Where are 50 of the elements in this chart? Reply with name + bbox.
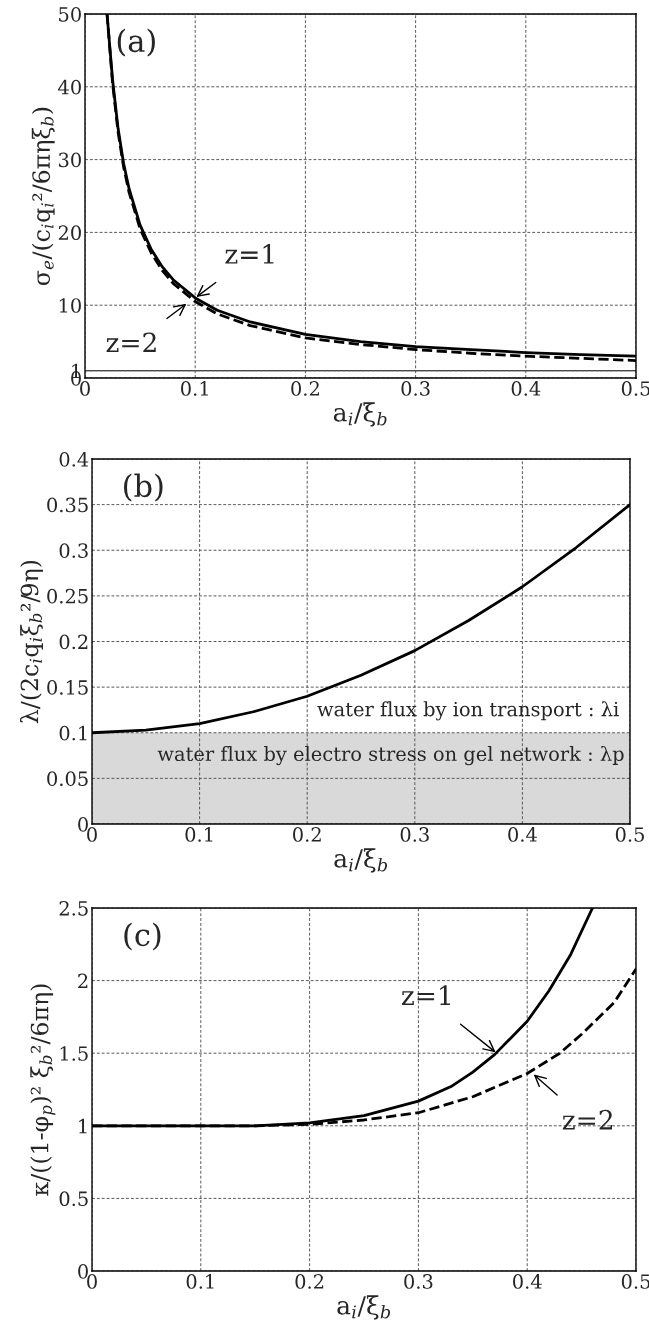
y-tick-label: 0.2: [59, 634, 88, 650]
y-tick-label: 0.4: [59, 451, 89, 467]
annotation: z=2: [562, 1109, 613, 1130]
x-tick-label: 0.4: [513, 1274, 542, 1289]
y-tick-label: 0.05: [47, 771, 88, 787]
y-tick-label: 2: [78, 973, 88, 988]
y-axis-title: λ/(2c$_{i}$q$_{i}$ξ$_{b}$²/9η): [20, 560, 43, 724]
x-tick-label: 0.5: [615, 827, 644, 842]
band-label: water flux by electro stress on gel network : λp: [157, 745, 624, 766]
y-tick-label: 40: [58, 79, 81, 95]
x-tick-label: 0.1: [185, 827, 213, 842]
x-tick-label: 0.2: [291, 381, 319, 396]
y-tick-label: 0.1: [59, 725, 87, 741]
x-axis-title: a$_{i}$/ξ$_{b}$: [333, 402, 387, 427]
x-tick-label: 0.5: [621, 381, 649, 396]
y-tick-label: 0.25: [47, 588, 88, 604]
x-tick-label: 0.1: [181, 381, 208, 396]
y-tick-label: 2.5: [59, 900, 88, 916]
chart-title: (a): [117, 28, 155, 57]
x-tick-label: 0.2: [295, 1274, 324, 1289]
y-axis-title: κ/((1-φ$_{p}$)² ξ$_{b}$²/6πη): [30, 984, 56, 1196]
text: σ$_{e}$/(c$_{i}$q$_{i}$²/6πηξ$_{b}$): [31, 107, 55, 286]
annotation: z=2: [106, 332, 156, 352]
x-tick-label: 0.3: [404, 1274, 433, 1289]
x-axis-title: a$_{i}$/ξ$_{b}$: [337, 1295, 391, 1320]
y-tick-label: 1: [79, 1118, 87, 1134]
annotation: water flux by ion transport : λi: [317, 701, 619, 721]
annotation: z=1: [225, 243, 274, 264]
x-tick-label: 0.5: [621, 1274, 649, 1289]
y-tick-label: 0.15: [47, 680, 88, 695]
y-tick-label: 20: [58, 225, 81, 241]
x-tick-label: 0.3: [400, 827, 429, 842]
x-tick-label: 0.4: [511, 381, 541, 396]
x-tick-label: 0.4: [508, 827, 537, 842]
annotation: z=1: [401, 985, 450, 1005]
chart-title: (c): [124, 922, 161, 951]
y-tick-label: 0.5: [59, 1191, 88, 1207]
x-tick-label: 0.3: [401, 381, 430, 396]
y-tick-label: 0.3: [59, 543, 88, 558]
y-tick-label: 0: [78, 1263, 88, 1279]
y-tick-label: 1.5: [60, 1046, 88, 1061]
chart-title: (b): [124, 473, 163, 502]
y-tick-label: 0.35: [47, 497, 88, 513]
y-tick-label: 10: [59, 298, 81, 313]
x-tick-label: 0.2: [293, 827, 321, 842]
x-tick-label: 0.1: [186, 1274, 214, 1289]
y-tick-label: 0: [78, 816, 88, 832]
y-tick-label: 50: [59, 6, 81, 22]
x-axis-title: a$_{i}$/ξ$_{b}$: [334, 848, 388, 873]
y-tick-label: 30: [58, 152, 81, 168]
